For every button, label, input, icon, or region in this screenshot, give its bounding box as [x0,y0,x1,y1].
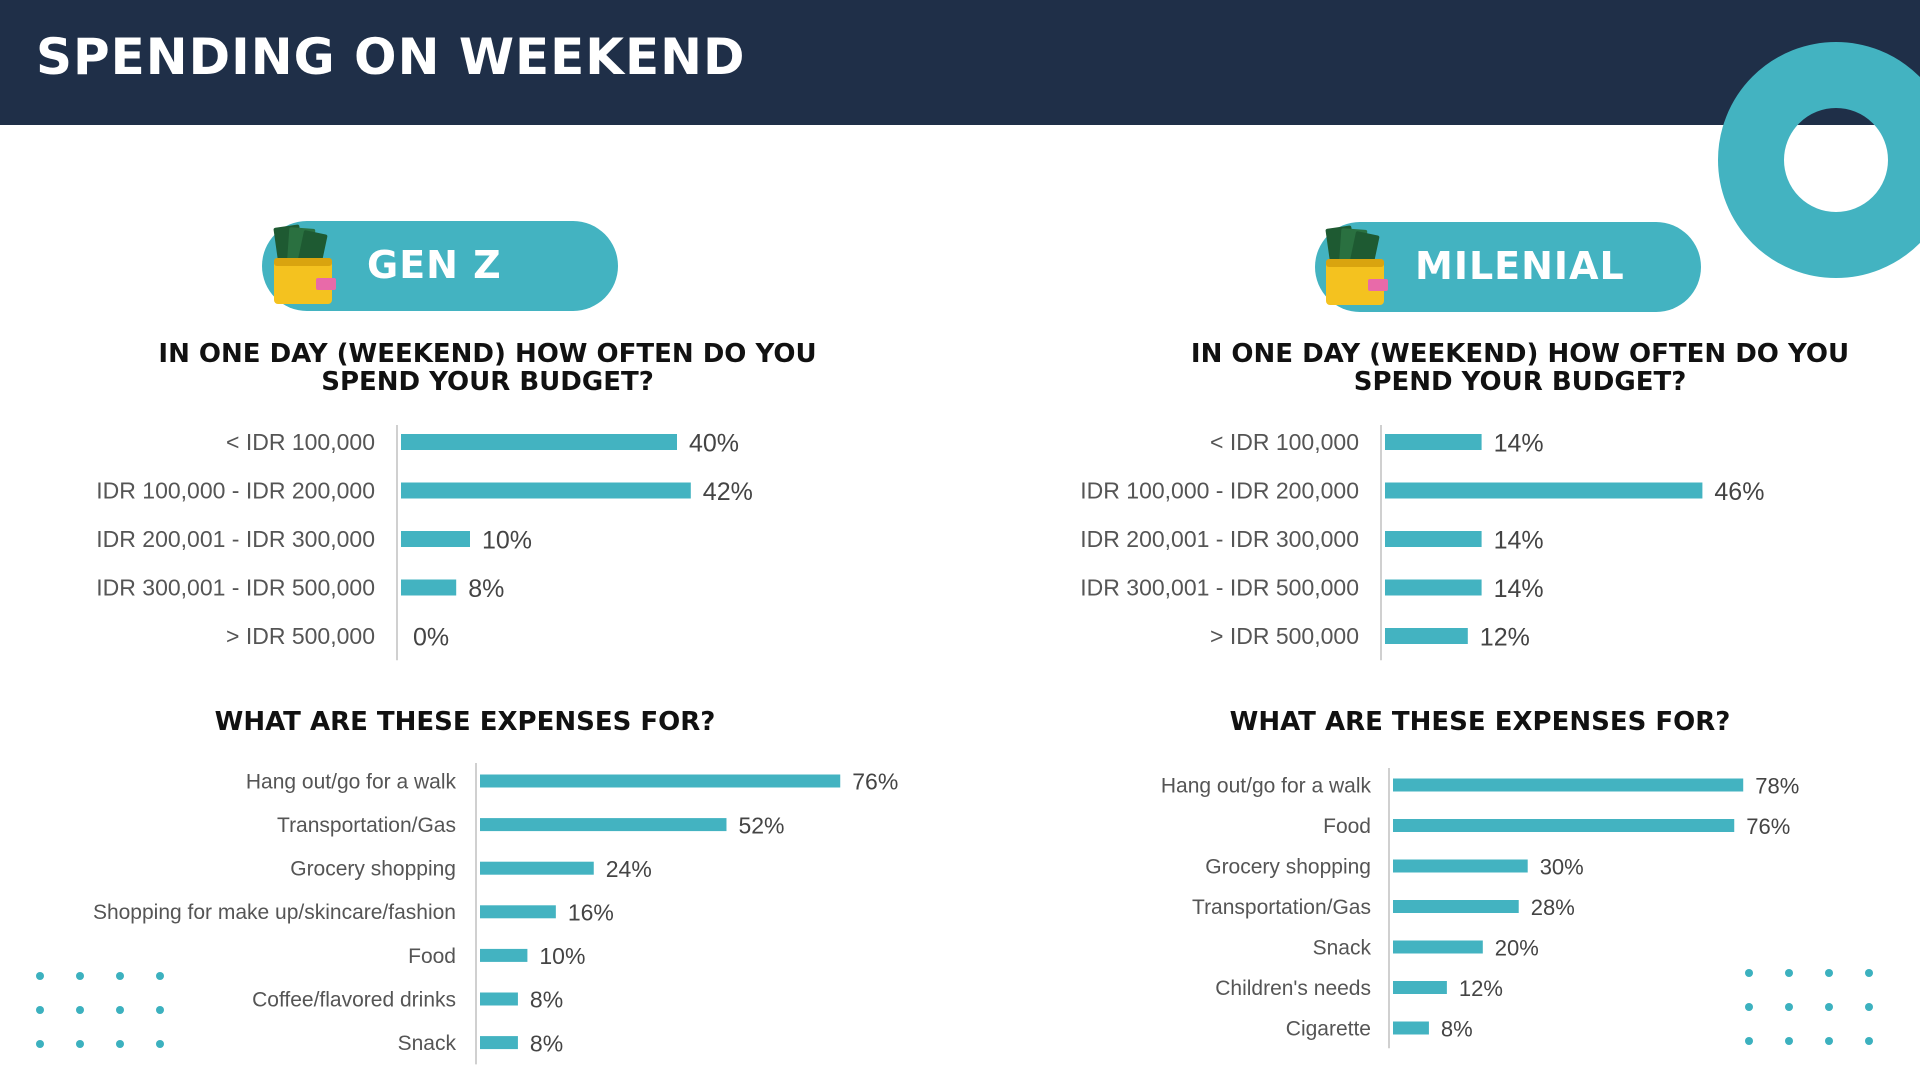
genz-expenses-chart: Hang out/go for a walk 76% Transportation/… [0,763,920,1073]
bar [1385,482,1703,499]
genz-expenses-question: WHAT ARE THESE EXPENSES FOR? [214,707,716,737]
bar [480,992,518,1006]
value-label: 14% [1494,430,1544,458]
category-label: Cigarette [1286,1017,1371,1040]
value-label: 12% [1480,624,1530,652]
bar [401,482,691,499]
category-label: IDR 200,001 - IDR 300,000 [1080,526,1359,552]
bar [401,434,677,450]
value-label: 78% [1755,773,1799,798]
bar [1393,778,1744,792]
genz-budget-chart: < IDR 100,000 40% IDR 100,000 - IDR 200,00… [0,425,800,665]
milenial-expenses-svg: Hang out/go for a walk 78% Food 76% Grocery … [1161,768,1799,1049]
value-label: 8% [1441,1016,1473,1041]
value-label: 8% [530,987,563,1013]
value-label: 14% [1494,527,1544,555]
page-header: SPENDING ON WEEKEND [0,0,1920,125]
value-label: 24% [606,856,652,882]
category-label: > IDR 500,000 [226,623,375,649]
bar [1393,900,1519,913]
genz-budget-svg: < IDR 100,000 40% IDR 100,000 - IDR 200,00… [96,425,753,661]
value-label: 52% [738,812,784,838]
value-label: 42% [703,478,753,506]
category-label: Food [408,945,456,968]
bar [401,531,470,547]
value-label: 10% [482,527,532,555]
value-label: 8% [530,1030,563,1056]
bar [480,905,556,919]
value-label: 16% [568,900,614,926]
bar [1393,819,1735,832]
category-label: Hang out/go for a walk [246,770,457,793]
category-label: Snack [1313,936,1372,959]
bar [480,948,528,962]
milenial-budget-chart: < IDR 100,000 14% IDR 100,000 - IDR 200,00… [0,425,1900,665]
bar [1393,1021,1429,1035]
category-label: Hang out/go for a walk [1161,774,1372,797]
value-label: 76% [1746,814,1790,839]
bar [480,1036,518,1050]
bar [1385,628,1468,644]
genz-label: GEN Z [367,243,502,287]
milenial-expenses-chart: Hang out/go for a walk 78% Food 76% Grocery … [0,768,1900,1053]
bar [1393,859,1528,873]
value-label: 14% [1494,575,1544,603]
value-label: 0% [413,624,449,652]
category-label: Transportation/Gas [1192,896,1371,919]
category-label: IDR 100,000 - IDR 200,000 [96,478,375,504]
category-label: IDR 100,000 - IDR 200,000 [1080,478,1359,504]
category-label: < IDR 100,000 [226,429,375,455]
value-label: 20% [1495,935,1539,960]
wallet-icon [268,222,340,313]
decorative-dots-left [36,972,196,1074]
milenial-budget-svg: < IDR 100,000 14% IDR 100,000 - IDR 200,00… [1080,425,1764,661]
category-label: IDR 200,001 - IDR 300,000 [96,526,375,552]
value-label: 8% [468,575,504,603]
category-label: > IDR 500,000 [1210,623,1359,649]
bar [1385,531,1482,547]
genz-expenses-svg: Hang out/go for a walk 76% Transportation/… [93,763,898,1065]
bar [1393,940,1483,954]
category-label: < IDR 100,000 [1210,429,1359,455]
category-label: Grocery shopping [1205,855,1371,878]
bar [401,579,457,596]
genz-budget-question: IN ONE DAY (WEEKEND) HOW OFTEN DO YOU SP… [158,339,817,397]
milenial-budget-question: IN ONE DAY (WEEKEND) HOW OFTEN DO YOU SP… [1190,339,1850,397]
wallet-icon [1320,223,1392,314]
decorative-dots-right [1745,969,1905,1071]
category-label: Grocery shopping [290,858,456,881]
value-label: 46% [1714,478,1764,506]
value-label: 76% [852,769,898,795]
category-label: Snack [398,1032,457,1055]
bar [480,861,594,875]
bar [480,774,841,788]
category-label: Transportation/Gas [277,814,456,837]
bar [480,818,727,832]
category-label: IDR 300,001 - IDR 500,000 [96,575,375,601]
bar [1393,981,1447,994]
value-label: 40% [689,430,739,458]
value-label: 10% [539,943,585,969]
category-label: Coffee/flavored drinks [252,988,456,1011]
category-label: Food [1323,815,1371,838]
bar [1385,579,1482,596]
milenial-label: MILENIAL [1415,244,1625,288]
value-label: 30% [1540,854,1584,879]
value-label: 28% [1531,895,1575,920]
category-label: Children's needs [1215,977,1371,1000]
bar [1385,434,1482,450]
category-label: IDR 300,001 - IDR 500,000 [1080,575,1359,601]
value-label: 12% [1459,976,1503,1001]
milenial-expenses-question: WHAT ARE THESE EXPENSES FOR? [1229,707,1731,737]
category-label: Shopping for make up/skincare/fashion [93,901,456,924]
page-title: SPENDING ON WEEKEND [36,28,746,86]
